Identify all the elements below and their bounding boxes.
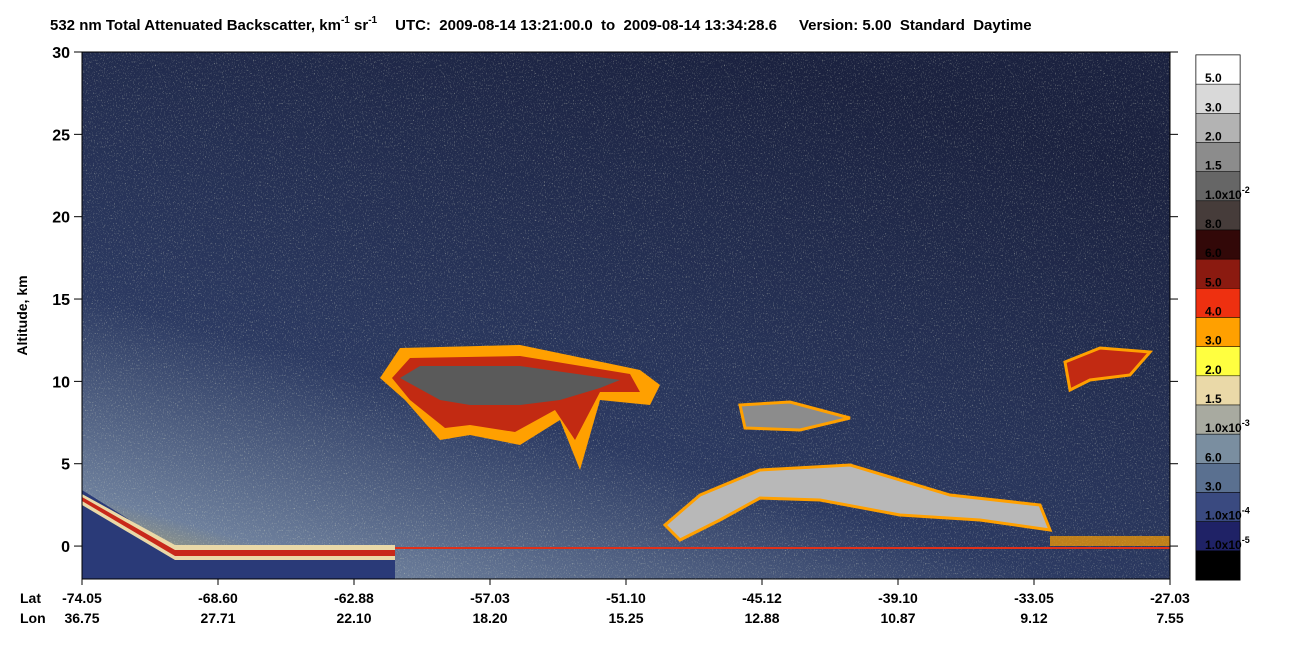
x-tick-label: -57.03 bbox=[470, 590, 510, 606]
colorbar-label-mantissa: 1.0x10 bbox=[1205, 188, 1242, 202]
y-axis-label: Altitude, km bbox=[14, 275, 30, 355]
x-tick-label: -45.12 bbox=[742, 590, 782, 606]
colorbar-swatch bbox=[1195, 433, 1241, 464]
colorbar-label: 2.0 bbox=[1205, 130, 1222, 144]
colorbar-swatch bbox=[1195, 200, 1241, 231]
colorbar-swatch bbox=[1195, 521, 1241, 552]
y-tick-label: 0 bbox=[61, 539, 70, 556]
low-layer bbox=[1050, 536, 1170, 546]
colorbar-label-mantissa: 1.0x10 bbox=[1205, 538, 1242, 552]
title-part: sr bbox=[350, 17, 369, 34]
x-row-name: Lat bbox=[20, 590, 41, 606]
x-tick-label: 12.88 bbox=[744, 610, 779, 626]
x-tick-label: 36.75 bbox=[64, 610, 99, 626]
cloud bbox=[738, 400, 851, 432]
x-tick-label: 27.71 bbox=[200, 610, 235, 626]
x-tick-label: 7.55 bbox=[1156, 610, 1183, 626]
colorbar-swatch bbox=[1195, 404, 1241, 435]
colorbar-label: 3.0 bbox=[1205, 100, 1222, 114]
colorbar-label: 4.0 bbox=[1205, 305, 1222, 319]
x-tick-label: 10.87 bbox=[880, 610, 915, 626]
colorbar-label-exponent: -5 bbox=[1242, 535, 1250, 545]
colorbar-label: 1.5 bbox=[1205, 159, 1222, 173]
x-tick-label: -51.10 bbox=[606, 590, 646, 606]
x-tick-label: -68.60 bbox=[198, 590, 238, 606]
colorbar-swatch bbox=[1195, 54, 1241, 85]
colorbar-swatch bbox=[1195, 229, 1241, 260]
cloud bbox=[1063, 346, 1154, 393]
colorbar-swatch bbox=[1195, 463, 1241, 493]
title-sup: -1 bbox=[368, 15, 377, 26]
colorbar-label: 2.0 bbox=[1205, 363, 1222, 377]
colorbar-label-exponent: -3 bbox=[1242, 418, 1250, 428]
x-tick-label: -33.05 bbox=[1014, 590, 1054, 606]
colorbar-label: 1.0x10-3 bbox=[1205, 418, 1250, 435]
colorbar-swatch bbox=[1195, 288, 1241, 318]
backscatter-image bbox=[82, 52, 1170, 579]
chart-title: 532 nm Total Attenuated Backscatter, km-… bbox=[50, 15, 1032, 34]
x-tick-label: -74.05 bbox=[62, 590, 102, 606]
image-noise bbox=[82, 52, 1170, 579]
y-tick-label: 15 bbox=[52, 292, 70, 309]
colorbar-label: 6.0 bbox=[1205, 450, 1222, 464]
cloud bbox=[662, 463, 1053, 542]
x-tick-label: -27.03 bbox=[1150, 590, 1190, 606]
colorbar-label: 1.0x10-4 bbox=[1205, 506, 1250, 523]
colorbar-label: 1.0x10-5 bbox=[1205, 535, 1250, 552]
y-tick-label: 30 bbox=[52, 45, 70, 62]
surface-return bbox=[82, 497, 395, 556]
x-row-name: Lon bbox=[20, 610, 46, 626]
colorbar-label: 5.0 bbox=[1205, 71, 1222, 85]
x-tick-label: -62.88 bbox=[334, 590, 374, 606]
y-tick-label: 5 bbox=[61, 457, 70, 474]
x-tick-label: 18.20 bbox=[472, 610, 507, 626]
title-part: 532 nm Total Attenuated Backscatter, km bbox=[50, 17, 341, 34]
colorbar-label: 1.0x10-2 bbox=[1205, 185, 1250, 202]
title-part: Version: 5.00 Standard Daytime bbox=[799, 17, 1032, 34]
colorbar-label-exponent: -2 bbox=[1242, 185, 1250, 195]
x-tick-label: 22.10 bbox=[336, 610, 371, 626]
y-tick-label: 25 bbox=[52, 127, 70, 144]
colorbar-label: 5.0 bbox=[1205, 275, 1222, 289]
colorbar-label: 1.5 bbox=[1205, 392, 1222, 406]
x-tick-label: 15.25 bbox=[608, 610, 643, 626]
x-tick-label: -39.10 bbox=[878, 590, 918, 606]
colorbar-swatch bbox=[1195, 375, 1241, 406]
colorbar-swatch bbox=[1195, 550, 1241, 581]
colorbar-label-mantissa: 1.0x10 bbox=[1205, 509, 1242, 523]
y-tick-label: 10 bbox=[52, 374, 70, 391]
y-tick-label: 20 bbox=[52, 210, 70, 227]
colorbar-swatch bbox=[1195, 113, 1241, 143]
title-part: UTC: 2009-08-14 13:21:00.0 to 2009-08-14… bbox=[395, 17, 777, 34]
colorbar-swatch bbox=[1195, 492, 1241, 522]
colorbar-label: 8.0 bbox=[1205, 217, 1222, 231]
colorbar-swatch bbox=[1195, 142, 1241, 172]
colorbar-swatch bbox=[1195, 171, 1241, 202]
colorbar-label: 3.0 bbox=[1205, 334, 1222, 348]
colorbar-swatch bbox=[1195, 83, 1241, 114]
title-sup: -1 bbox=[341, 15, 350, 26]
colorbar-swatch bbox=[1195, 317, 1241, 347]
colorbar-label: 6.0 bbox=[1205, 246, 1222, 260]
colorbar-label-exponent: -4 bbox=[1242, 506, 1250, 516]
colorbar-label-mantissa: 1.0x10 bbox=[1205, 421, 1242, 435]
colorbar-swatch bbox=[1195, 258, 1241, 289]
cloud-core bbox=[400, 366, 620, 405]
colorbar-label: 3.0 bbox=[1205, 480, 1222, 494]
colorbar-swatch bbox=[1195, 346, 1241, 377]
x-tick-label: 9.12 bbox=[1020, 610, 1047, 626]
